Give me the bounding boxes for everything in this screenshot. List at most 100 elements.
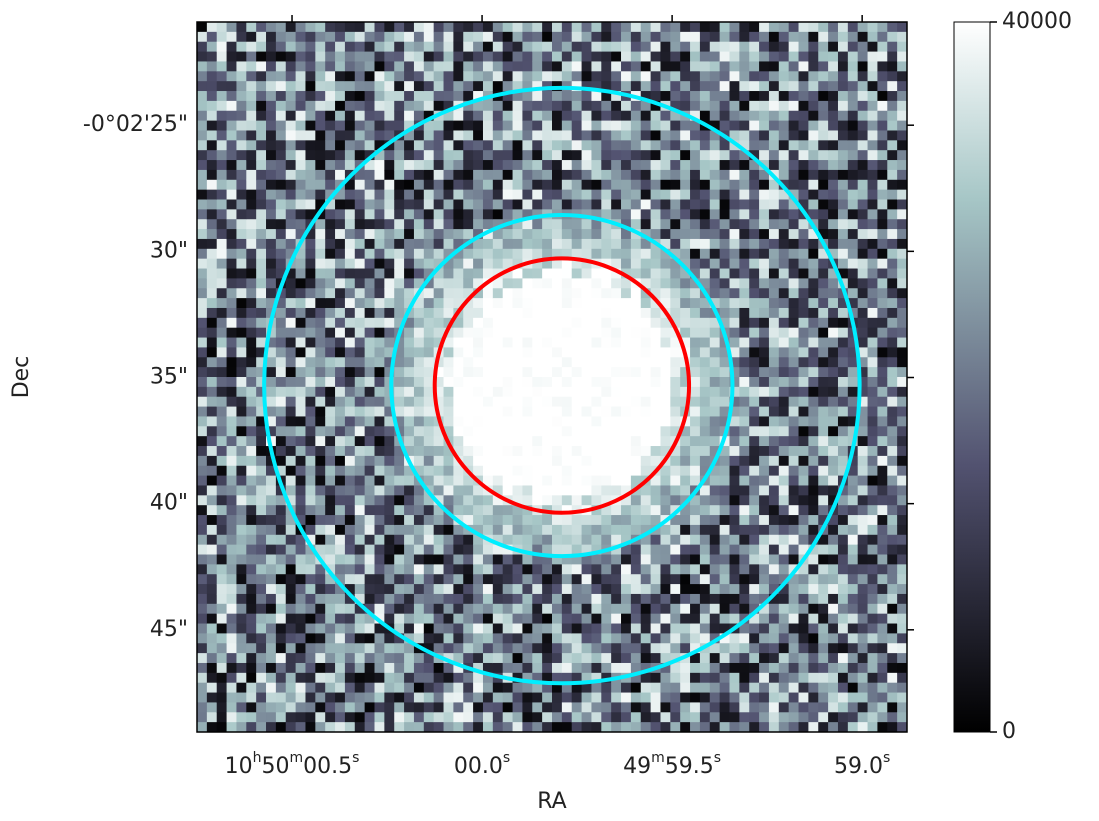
image-pixel bbox=[207, 130, 217, 140]
image-pixel bbox=[246, 584, 256, 594]
image-pixel bbox=[197, 407, 207, 417]
image-pixel bbox=[375, 673, 385, 683]
image-pixel bbox=[532, 693, 542, 703]
image-pixel bbox=[848, 81, 858, 91]
image-pixel bbox=[414, 663, 424, 673]
image-pixel bbox=[424, 308, 434, 318]
image-pixel bbox=[542, 614, 552, 624]
image-pixel bbox=[217, 407, 227, 417]
image-pixel bbox=[227, 347, 237, 357]
image-pixel bbox=[197, 377, 207, 387]
image-pixel bbox=[562, 219, 572, 229]
image-pixel bbox=[621, 722, 631, 732]
image-pixel bbox=[769, 673, 779, 683]
image-pixel bbox=[375, 485, 385, 495]
image-pixel bbox=[365, 298, 375, 308]
image-pixel bbox=[227, 722, 237, 732]
image-pixel bbox=[868, 249, 878, 259]
image-pixel bbox=[355, 32, 365, 42]
image-pixel bbox=[246, 121, 256, 131]
image-pixel bbox=[256, 722, 266, 732]
image-pixel bbox=[483, 42, 493, 52]
image-pixel bbox=[582, 643, 592, 653]
image-pixel bbox=[394, 505, 404, 515]
image-pixel bbox=[660, 229, 670, 239]
image-pixel bbox=[217, 476, 227, 486]
image-pixel bbox=[365, 190, 375, 200]
image-pixel bbox=[818, 81, 828, 91]
image-pixel bbox=[483, 495, 493, 505]
image-pixel bbox=[710, 111, 720, 121]
image-pixel bbox=[473, 712, 483, 722]
image-pixel bbox=[542, 525, 552, 535]
image-pixel bbox=[503, 555, 513, 565]
image-pixel bbox=[779, 456, 789, 466]
image-pixel bbox=[305, 584, 315, 594]
image-pixel bbox=[739, 347, 749, 357]
image-pixel bbox=[611, 338, 621, 348]
image-pixel bbox=[789, 308, 799, 318]
image-pixel bbox=[651, 485, 661, 495]
image-pixel bbox=[769, 239, 779, 249]
image-pixel bbox=[217, 338, 227, 348]
image-pixel bbox=[572, 91, 582, 101]
image-pixel bbox=[779, 239, 789, 249]
image-pixel bbox=[246, 298, 256, 308]
image-pixel bbox=[641, 357, 651, 367]
image-pixel bbox=[789, 229, 799, 239]
image-pixel bbox=[503, 61, 513, 71]
image-pixel bbox=[591, 288, 601, 298]
image-pixel bbox=[621, 367, 631, 377]
image-pixel bbox=[621, 624, 631, 634]
image-pixel bbox=[651, 229, 661, 239]
image-pixel bbox=[453, 643, 463, 653]
image-pixel bbox=[444, 170, 454, 180]
image-pixel bbox=[749, 416, 759, 426]
image-pixel bbox=[562, 229, 572, 239]
image-pixel bbox=[513, 712, 523, 722]
image-pixel bbox=[207, 673, 217, 683]
image-pixel bbox=[217, 22, 227, 32]
image-pixel bbox=[601, 722, 611, 732]
image-pixel bbox=[799, 535, 809, 545]
image-pixel bbox=[236, 259, 246, 269]
image-pixel bbox=[749, 446, 759, 456]
image-pixel bbox=[522, 140, 532, 150]
image-pixel bbox=[542, 140, 552, 150]
image-pixel bbox=[266, 604, 276, 614]
image-pixel bbox=[236, 121, 246, 131]
image-pixel bbox=[641, 594, 651, 604]
image-pixel bbox=[513, 140, 523, 150]
image-pixel bbox=[503, 229, 513, 239]
image-pixel bbox=[483, 377, 493, 387]
image-pixel bbox=[838, 584, 848, 594]
image-pixel bbox=[503, 387, 513, 397]
image-pixel bbox=[532, 101, 542, 111]
image-pixel bbox=[424, 32, 434, 42]
image-pixel bbox=[769, 308, 779, 318]
image-pixel bbox=[197, 436, 207, 446]
image-pixel bbox=[394, 702, 404, 712]
image-pixel bbox=[444, 140, 454, 150]
image-pixel bbox=[434, 643, 444, 653]
image-pixel bbox=[473, 219, 483, 229]
image-pixel bbox=[522, 61, 532, 71]
image-pixel bbox=[414, 239, 424, 249]
image-pixel bbox=[838, 564, 848, 574]
image-pixel bbox=[720, 150, 730, 160]
image-pixel bbox=[641, 269, 651, 279]
image-pixel bbox=[631, 367, 641, 377]
image-pixel bbox=[296, 574, 306, 584]
image-pixel bbox=[759, 584, 769, 594]
image-pixel bbox=[621, 712, 631, 722]
image-pixel bbox=[404, 111, 414, 121]
image-pixel bbox=[572, 476, 582, 486]
image-pixel bbox=[217, 121, 227, 131]
image-pixel bbox=[582, 624, 592, 634]
image-pixel bbox=[710, 594, 720, 604]
image-pixel bbox=[355, 653, 365, 663]
image-pixel bbox=[217, 219, 227, 229]
image-pixel bbox=[444, 91, 454, 101]
image-pixel bbox=[394, 663, 404, 673]
image-pixel bbox=[404, 52, 414, 62]
